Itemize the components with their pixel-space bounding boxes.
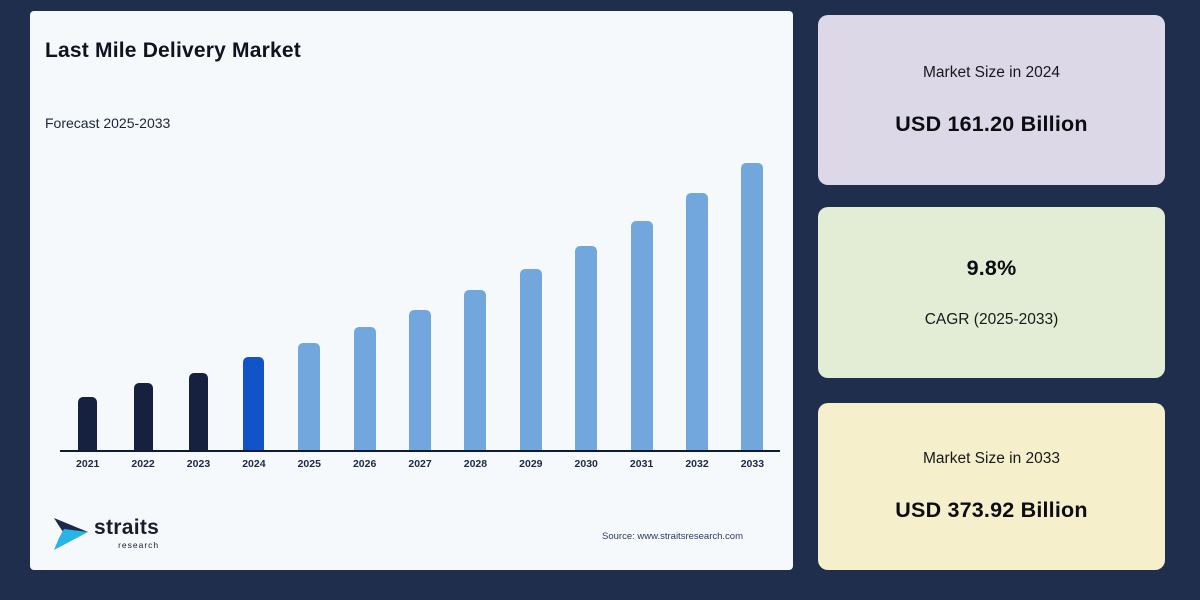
stat-card-market-size-2024: Market Size in 2024 USD 161.20 Billion	[818, 15, 1165, 185]
bar-2026	[353, 327, 376, 450]
bar-cell-2033	[725, 159, 780, 450]
bar-cell-2029	[503, 159, 558, 450]
stat-label: CAGR (2025-2033)	[924, 311, 1059, 328]
bar-2023	[188, 373, 208, 450]
bar-2031	[630, 221, 653, 450]
bar-cell-2028	[448, 159, 503, 450]
logo-name: straits	[94, 516, 160, 539]
axis-label-2026: 2026	[352, 458, 377, 470]
axis-label-2027: 2027	[408, 458, 432, 470]
bar-cell-2024	[226, 159, 281, 450]
axis-label-2030: 2030	[574, 458, 598, 470]
bar-2030	[575, 246, 598, 450]
bar-2032	[685, 193, 708, 450]
bar-2027	[409, 310, 432, 450]
stat-card-cagr: 9.8% CAGR (2025-2033)	[818, 207, 1165, 378]
source-text: Source: www.straitsresearch.com	[602, 531, 743, 542]
axis-label-2025: 2025	[297, 458, 321, 470]
axis-label-2029: 2029	[519, 458, 543, 470]
logo-subtitle: research	[118, 540, 160, 550]
bar-cell-2031	[614, 159, 669, 450]
straits-research-logo: straits research	[50, 511, 159, 557]
bar-2028	[464, 290, 487, 450]
bar-2029	[519, 269, 542, 450]
stat-value: USD 373.92 Billion	[895, 498, 1088, 522]
straits-arrow-icon	[50, 511, 92, 557]
bar-chart-plot-area	[60, 159, 780, 452]
chart-card: Last Mile Delivery Market Forecast 2025-…	[30, 11, 793, 570]
bar-cell-2021	[60, 159, 115, 450]
chart-title: Last Mile Delivery Market	[45, 39, 301, 62]
bar-chart: 2021 2022 2023 2024 2025 2026 2027 2028 2029 2030…	[60, 159, 780, 470]
bar-cell-2030	[559, 159, 614, 450]
bar-cell-2023	[171, 159, 226, 450]
bar-2021	[78, 397, 98, 450]
bar-2022	[133, 383, 153, 450]
axis-label-2021: 2021	[76, 458, 100, 470]
axis-label-2022: 2022	[131, 458, 155, 470]
axis-label-2028: 2028	[463, 458, 488, 470]
stat-label: Market Size in 2024	[923, 63, 1060, 81]
x-axis-labels: 2021 2022 2023 2024 2025 2026 2027 2028 2029 2030…	[60, 458, 780, 470]
axis-label-2032: 2032	[685, 458, 709, 470]
axis-label-2024: 2024	[242, 458, 266, 470]
stat-label: Market Size in 2033	[923, 450, 1060, 467]
stat-cards-column: Market Size in 2024 USD 161.20 Billion 9…	[818, 15, 1165, 570]
axis-label-2033: 2033	[740, 458, 765, 470]
logo-text: straits research	[94, 516, 160, 550]
bar-cell-2025	[282, 159, 337, 450]
chart-subtitle: Forecast 2025-2033	[45, 115, 171, 131]
bar-cell-2032	[669, 159, 724, 450]
bar-cell-2022	[115, 159, 170, 450]
axis-label-2023: 2023	[186, 458, 211, 470]
bar-2025	[298, 343, 321, 450]
bar-cell-2026	[337, 159, 392, 450]
stat-value: USD 161.20 Billion	[895, 111, 1088, 136]
stat-value: 9.8%	[966, 256, 1017, 280]
bar-2033	[741, 163, 764, 450]
bar-cell-2027	[392, 159, 447, 450]
axis-label-2031: 2031	[629, 458, 654, 470]
stat-card-market-size-2033: Market Size in 2033 USD 373.92 Billion	[818, 403, 1165, 570]
bar-2024	[243, 357, 265, 450]
